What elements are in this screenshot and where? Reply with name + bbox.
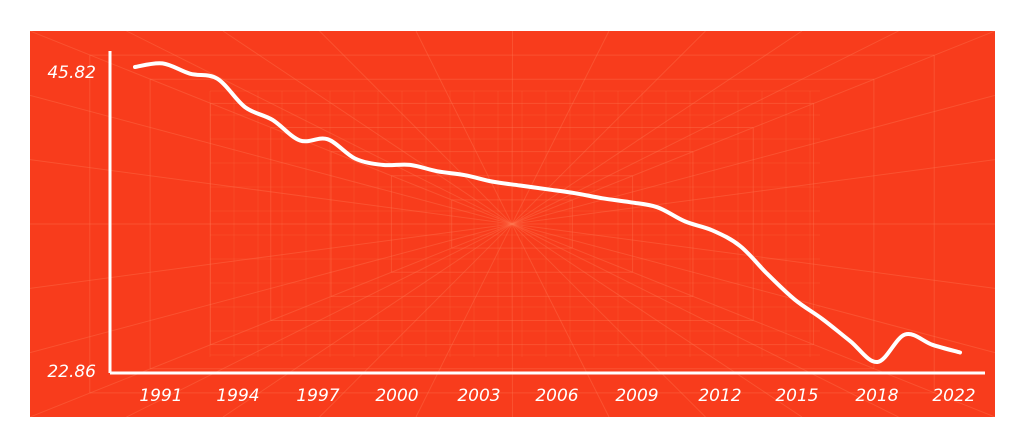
y-tick-label-bottom: 22.86	[47, 362, 96, 382]
grid-line	[511, 223, 803, 417]
grid-line	[511, 223, 995, 417]
x-tick-label: 1997	[296, 386, 339, 406]
x-tick-label: 2000	[375, 386, 418, 406]
grid-line	[222, 31, 513, 225]
grid-line	[126, 31, 513, 225]
x-tick-label: 2009	[615, 386, 658, 406]
chart-panel: 45.82 22.86 1991 1994 1997 2000 2003 200…	[30, 31, 995, 417]
grid-line	[511, 31, 706, 225]
grid-line	[319, 31, 513, 225]
grid-line	[511, 223, 995, 354]
x-tick-label: 2006	[535, 386, 578, 406]
grid-line	[30, 223, 513, 417]
grid-line	[222, 223, 513, 417]
grid-line	[511, 31, 513, 225]
grid-line	[126, 223, 513, 417]
x-tick-label: 2003	[457, 386, 500, 406]
x-tick-label: 2012	[698, 386, 741, 406]
grid-line	[511, 31, 610, 225]
line-chart: 45.82 22.86 1991 1994 1997 2000 2003 200…	[30, 31, 995, 417]
x-tick-label: 1994	[216, 386, 259, 406]
x-tick-label: 1991	[139, 386, 182, 406]
perspective-grid	[30, 31, 995, 417]
x-tick-labels: 1991 1994 1997 2000 2003 2006 2009 2012 …	[139, 386, 975, 406]
grid-line	[415, 223, 513, 417]
x-tick-label: 2015	[775, 386, 818, 406]
chart-background	[30, 31, 995, 417]
grid-line	[511, 159, 995, 225]
x-tick-label: 2022	[932, 386, 975, 406]
grid-line	[511, 223, 610, 417]
grid-line	[319, 223, 513, 417]
grid-line	[511, 223, 899, 417]
series-line	[133, 61, 962, 364]
y-tick-label-top: 45.82	[47, 63, 96, 83]
grid-line	[511, 31, 995, 225]
x-tick-label: 2018	[855, 386, 898, 406]
grid-line	[511, 223, 513, 417]
grid-line	[511, 94, 995, 225]
grid-line	[511, 223, 706, 417]
grid-line	[415, 31, 513, 225]
